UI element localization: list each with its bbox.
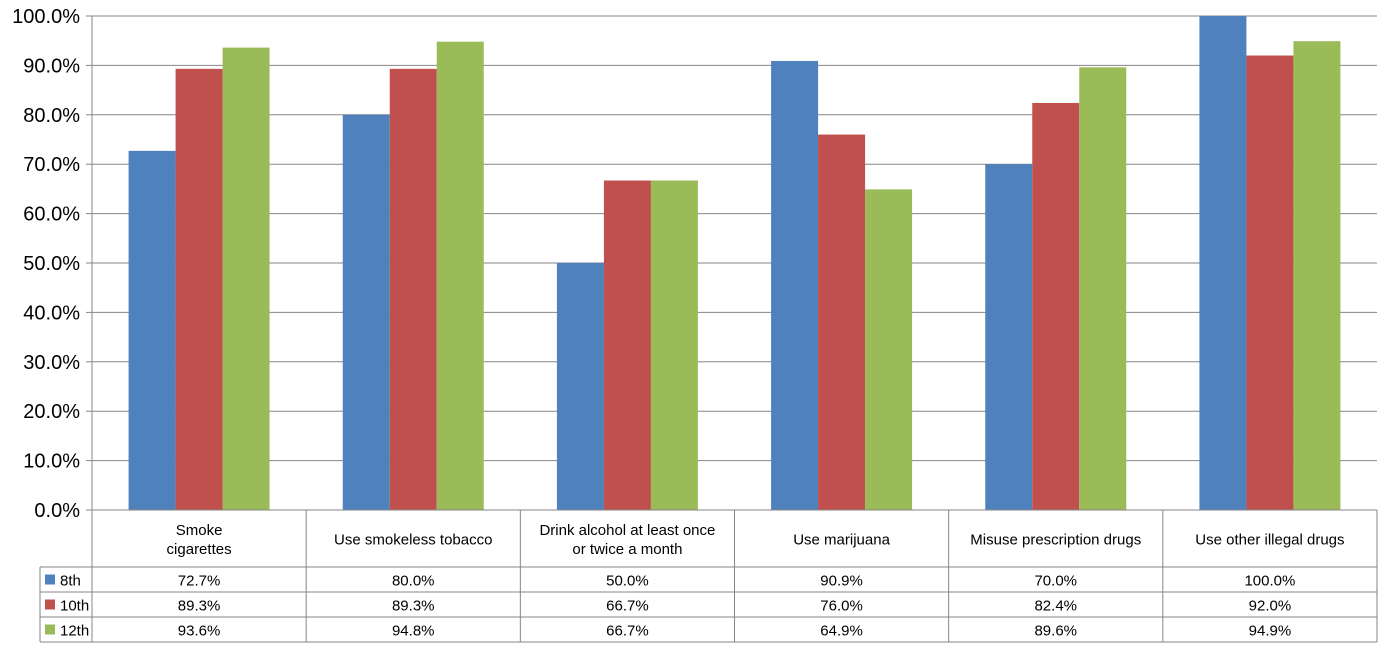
data-table: Smoke cigarettes Use smokeless tobacco Drin… [39, 509, 1378, 643]
data-label: 89.6% [1034, 623, 1077, 640]
data-label: 90.9% [820, 573, 863, 590]
data-label: 80.0% [392, 573, 435, 590]
y-tick-label: 100.0% [12, 6, 80, 28]
data-label: 100.0% [1244, 573, 1295, 590]
data-label: 50.0% [606, 573, 649, 590]
data-label: 82.4% [1034, 598, 1077, 615]
y-tick-label: 80.0% [23, 105, 80, 127]
category-label: Use marijuana [793, 532, 890, 549]
legend-label: 12th [60, 623, 89, 640]
bar-12th-4 [1079, 67, 1127, 510]
y-axis: 0.0% 10.0% 20.0% 30.0% 40.0% 50.0% 60.0% 70.0% 8… [12, 6, 93, 522]
category-label: Use smokeless tobacco [334, 532, 492, 549]
y-tick-label: 50.0% [23, 253, 80, 275]
gridlines [92, 15, 1377, 511]
bar-10th-1 [389, 68, 437, 510]
data-label: 76.0% [820, 598, 863, 615]
data-label: 94.9% [1249, 623, 1292, 640]
y-tick-label: 30.0% [23, 352, 80, 374]
y-tick-label: 10.0% [23, 451, 80, 473]
category-label: Use other illegal drugs [1195, 532, 1344, 549]
data-label: 72.7% [178, 573, 221, 590]
legend-key-12th [45, 624, 55, 635]
bar-10th-4 [1032, 102, 1080, 510]
data-label: 64.9% [820, 623, 863, 640]
legend-key-10th [45, 599, 55, 610]
data-label: 66.7% [606, 623, 649, 640]
bar-12th-5 [1293, 41, 1341, 510]
y-tick-label: 20.0% [23, 401, 80, 423]
bar-8th-5 [1199, 16, 1247, 510]
bar-8th-1 [342, 114, 390, 511]
bar-10th-2 [603, 180, 651, 510]
bar-8th-0 [128, 150, 176, 510]
bar-12th-2 [650, 180, 698, 510]
bar-10th-5 [1246, 55, 1294, 511]
data-label: 92.0% [1249, 598, 1292, 615]
category-label: or twice a month [572, 541, 682, 558]
data-label: 70.0% [1034, 573, 1077, 590]
bars [128, 16, 1341, 511]
data-label: 66.7% [606, 598, 649, 615]
bar-8th-3 [771, 60, 819, 510]
y-tick-label: 70.0% [23, 154, 80, 176]
bar-12th-0 [222, 47, 270, 511]
legend-label: 10th [60, 598, 89, 615]
bar-8th-4 [985, 164, 1033, 510]
category-label: cigarettes [167, 541, 232, 558]
bar-12th-1 [436, 41, 484, 511]
legend-label: 8th [60, 573, 81, 590]
category-label: Misuse prescription drugs [970, 532, 1141, 549]
data-label: 89.3% [392, 598, 435, 615]
bar-12th-3 [865, 189, 913, 511]
bar-10th-3 [818, 134, 866, 510]
y-tick-label: 90.0% [23, 55, 80, 77]
y-tick-label: 60.0% [23, 204, 80, 226]
category-label: Smoke [176, 522, 223, 539]
legend-key-8th [45, 574, 55, 585]
data-label: 89.3% [178, 598, 221, 615]
data-label: 94.8% [392, 623, 435, 640]
y-tick-label: 0.0% [34, 500, 80, 522]
bar-8th-2 [556, 263, 604, 510]
y-tick-label: 40.0% [23, 302, 80, 324]
bar-10th-0 [175, 68, 223, 510]
category-label: Drink alcohol at least once [539, 522, 715, 539]
data-label: 93.6% [178, 623, 221, 640]
